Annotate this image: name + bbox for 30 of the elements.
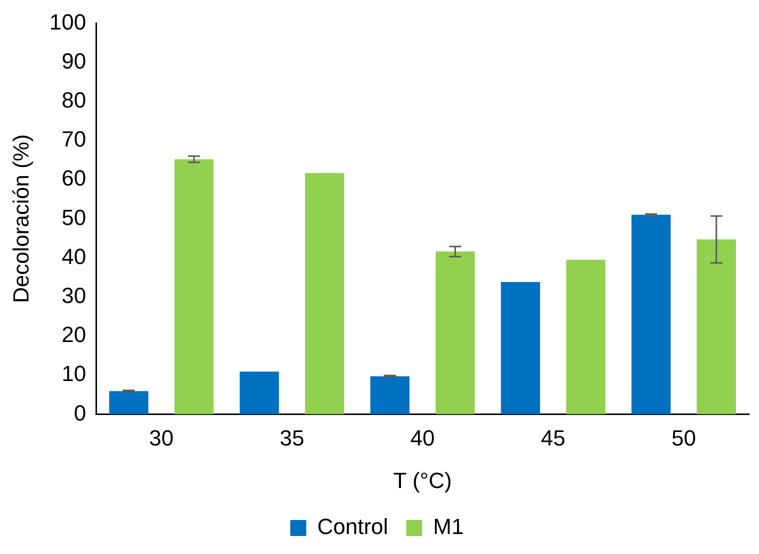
y-tick-label: 60 [62,166,86,191]
y-tick-label: 30 [62,282,86,308]
bar [696,239,736,414]
x-tick-label: 30 [149,425,174,450]
y-tick-label: 70 [62,126,86,152]
bar [370,376,410,414]
bar [566,260,606,414]
y-tick-label: 100 [49,9,86,34]
bar [631,214,671,414]
x-tick-label: 40 [410,425,435,450]
x-axis-title: T (°C) [393,468,452,493]
y-tick-label: 0 [74,400,86,426]
bar [500,282,540,414]
legend-label: Control [317,514,388,540]
x-tick-label: 45 [540,425,566,450]
y-axis-title: Decoloración (%) [8,134,34,304]
y-tick-label: 50 [62,204,86,230]
y-tick-label: 10 [62,361,86,386]
y-tick-label: 40 [62,244,86,269]
bar [174,159,214,414]
bar [240,372,279,414]
bar [436,252,475,414]
y-tick-label: 20 [62,322,86,348]
y-tick-label: 80 [62,87,86,112]
bar [305,172,344,414]
bar [109,391,148,414]
x-tick-label: 35 [280,425,304,450]
y-tick-label: 90 [62,48,86,74]
x-tick-label: 50 [671,425,696,450]
legend-label: M1 [433,514,464,540]
